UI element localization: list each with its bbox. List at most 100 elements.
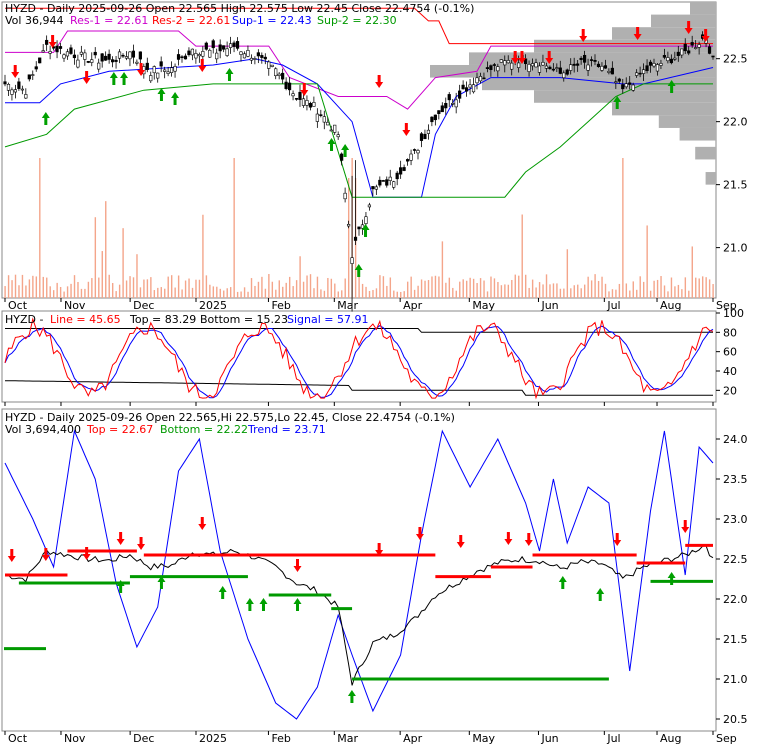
candle-body <box>437 110 441 114</box>
candle-body <box>58 46 63 49</box>
sell-arrow <box>545 51 554 64</box>
candle-body <box>222 45 226 50</box>
candle-body <box>444 102 448 109</box>
stoch-signal <box>4 324 714 399</box>
volume-bar <box>170 275 173 298</box>
candle-body <box>711 55 715 58</box>
candle-body <box>62 54 66 59</box>
candle-body <box>72 54 77 59</box>
volume-profile-bar <box>705 172 716 185</box>
x-tick-label: Mar <box>337 299 358 312</box>
volume-bar <box>59 286 62 298</box>
candle-body <box>277 73 281 76</box>
volume-bar <box>80 288 83 298</box>
volume-bar <box>358 276 360 298</box>
buy-arrow <box>116 580 125 593</box>
volume-bar <box>70 283 72 298</box>
volume-bar <box>136 254 138 298</box>
candle-body <box>176 54 181 60</box>
candle-body <box>683 43 687 52</box>
sell-arrow <box>681 520 690 533</box>
volume-bar <box>705 277 707 298</box>
volume-bar <box>556 283 558 298</box>
candle-body <box>340 153 344 161</box>
candle-body <box>468 84 472 88</box>
candle-body <box>79 51 83 55</box>
x-tick-label: Dec <box>133 732 154 745</box>
volume-bar <box>361 283 364 298</box>
candle-body <box>482 77 486 80</box>
trend-arrows <box>7 517 690 703</box>
volume-bar <box>32 275 34 298</box>
y-tick-label: 21.0 <box>723 242 748 255</box>
candle-body <box>100 53 104 62</box>
volume-bar <box>518 275 520 298</box>
volume-bar <box>7 275 10 298</box>
volume-bar <box>323 290 326 298</box>
volume-bar <box>379 275 381 298</box>
volume-bar <box>452 287 454 298</box>
candle-body <box>607 71 611 73</box>
volume-bar <box>677 284 680 298</box>
volume-bar <box>670 277 673 298</box>
candle-body <box>38 57 42 64</box>
candle-body <box>412 149 417 151</box>
volume-bar <box>632 281 634 298</box>
candle-body <box>90 59 94 63</box>
candle-body <box>138 51 142 60</box>
volume-bar <box>542 284 544 298</box>
volume-bar <box>202 214 204 298</box>
buy-arrow <box>667 572 676 585</box>
x-tick-label: Jul <box>606 732 620 745</box>
volume-bar <box>507 284 510 298</box>
panel2-prefix: HYZD - <box>5 313 43 326</box>
candle-body <box>315 113 319 122</box>
x-tick-label: 2025 <box>199 299 227 312</box>
candle-body <box>31 74 35 76</box>
volume-bar <box>139 287 142 298</box>
y-tick-label: 24.0 <box>723 433 748 446</box>
candle-body <box>253 58 257 60</box>
candle-body <box>517 62 521 68</box>
x-tick-label: 2025 <box>199 732 227 745</box>
volume-bar <box>216 286 218 298</box>
volume-bar <box>316 276 319 298</box>
candle-body <box>464 87 469 92</box>
signal-arrows <box>11 21 710 277</box>
volume-bar <box>531 279 534 298</box>
volume-bar <box>410 276 412 298</box>
volume-bar <box>497 281 499 298</box>
candle-body <box>676 51 680 56</box>
candle-body <box>374 186 378 190</box>
volume-bar <box>191 287 194 298</box>
candle-body <box>492 64 496 66</box>
candle-body <box>107 53 111 60</box>
sell-arrow <box>375 543 384 556</box>
x-tick-label: Mar <box>337 732 358 745</box>
sell-arrow <box>198 59 207 72</box>
candle-body <box>48 51 52 54</box>
sell-arrow <box>415 527 424 540</box>
candle-body <box>284 81 288 89</box>
sell-arrow <box>82 547 91 560</box>
candle-body <box>156 72 160 79</box>
candle-body <box>707 46 712 54</box>
volume-profile <box>430 2 716 185</box>
buy-arrow <box>41 112 50 125</box>
volume-bar <box>577 284 579 298</box>
volume-bar <box>413 289 416 298</box>
candle-body <box>548 66 552 70</box>
candles <box>3 31 715 312</box>
volume-bar <box>285 282 287 298</box>
candle-body <box>499 59 503 63</box>
volume-profile-bar <box>534 90 716 103</box>
candle-body <box>659 63 663 66</box>
candle-body <box>263 56 267 60</box>
candle-body <box>402 167 406 171</box>
candle-body <box>211 40 215 49</box>
volume-bar <box>712 284 714 298</box>
volume-bar <box>646 225 648 298</box>
volume-bar <box>688 290 690 298</box>
panel3-title: HYZD - Daily 2025-09-26 Open 22.565,Hi 2… <box>5 411 455 424</box>
candle-body <box>76 59 80 68</box>
